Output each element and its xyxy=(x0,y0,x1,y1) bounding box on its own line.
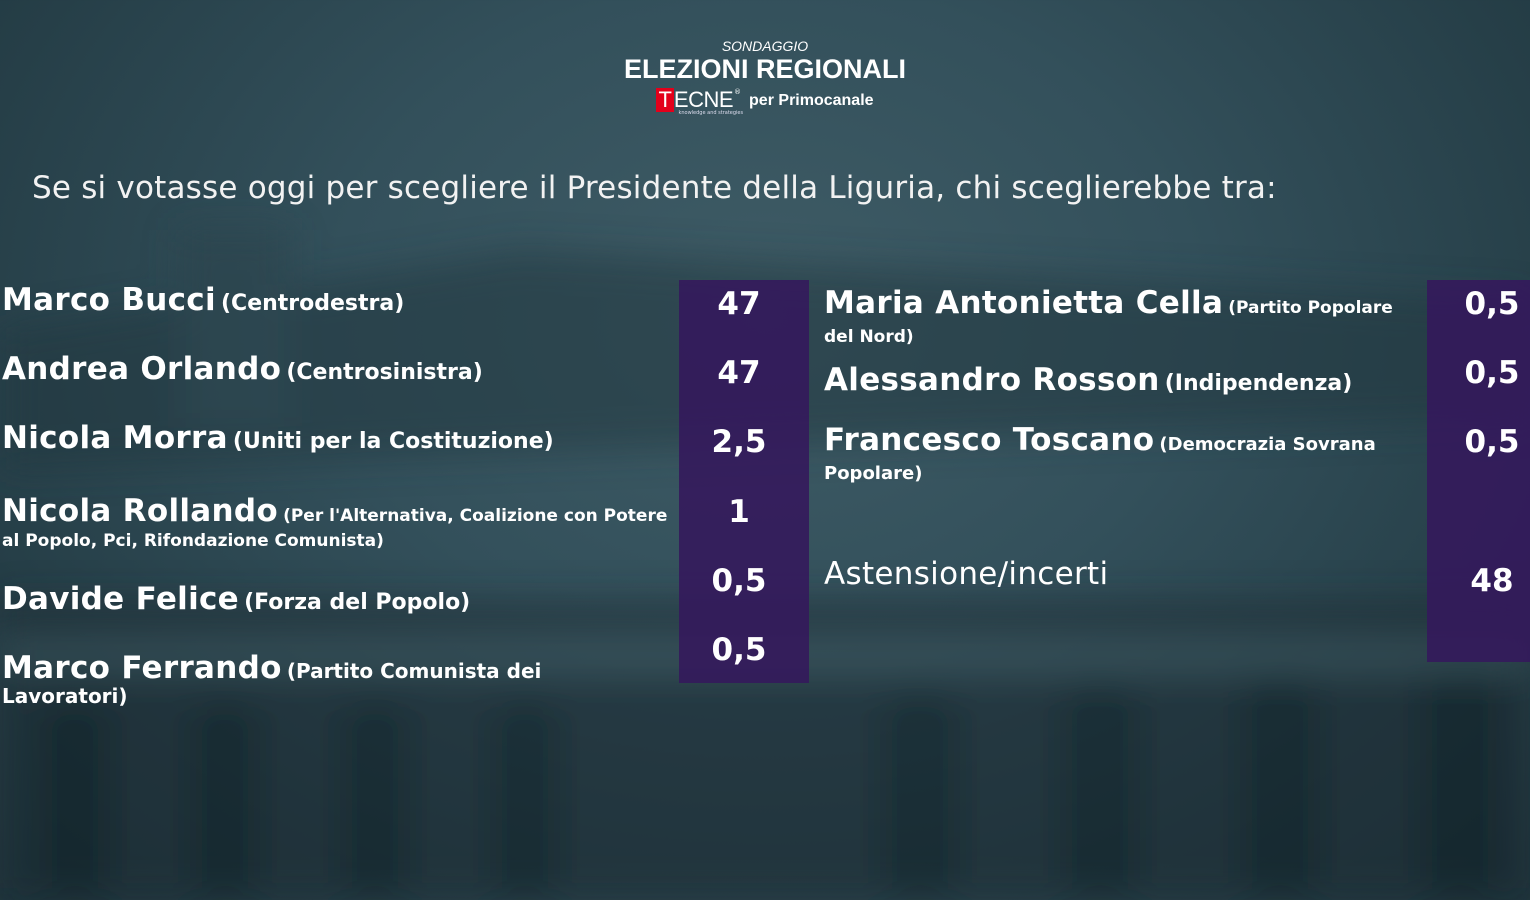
candidate-row: Davide Felice (Forza del Popolo) xyxy=(2,581,672,617)
right-value-column xyxy=(1427,280,1530,662)
brand-line: T ECNE ® knowledge and strategies per Pr… xyxy=(0,87,1530,116)
candidate-value: 48 xyxy=(1470,563,1514,599)
broadcaster-name: Primocanale xyxy=(778,92,874,109)
candidate-value: 2,5 xyxy=(711,424,767,460)
header: SONDAGGIO ELEZIONI REGIONALI T ECNE ® kn… xyxy=(0,38,1530,116)
candidate-value: 0,5 xyxy=(1464,286,1520,322)
candidate-name: Andrea Orlando xyxy=(2,351,282,387)
candidate-party: (Per l'Alternativa, Coalizione con Poter… xyxy=(2,506,668,551)
candidate-name: Astensione/incerti xyxy=(824,556,1109,592)
tecne-logo: T ECNE ® knowledge and strategies xyxy=(656,87,744,116)
candidate-value: 47 xyxy=(717,286,761,322)
candidate-name: Davide Felice xyxy=(2,581,239,617)
candidate-row: Andrea Orlando (Centrosinistra) xyxy=(2,351,672,387)
candidate-row: Maria Antonietta Cella (Partito Popolare… xyxy=(824,282,1414,350)
candidate-name: Nicola Morra xyxy=(2,420,228,456)
candidate-value: 0,5 xyxy=(711,632,767,668)
candidate-party: (Centrodestra) xyxy=(221,291,405,316)
candidate-value: 0,5 xyxy=(1464,355,1520,391)
header-kicker: SONDAGGIO xyxy=(721,38,809,54)
candidate-name: Maria Antonietta Cella xyxy=(824,285,1224,321)
candidate-row: Marco Bucci (Centrodestra) xyxy=(2,282,672,318)
candidate-name: Francesco Toscano xyxy=(824,422,1155,458)
candidate-row: Marco Ferrando (Partito Comunista dei La… xyxy=(2,650,672,707)
tecne-logo-tagline: knowledge and strategies xyxy=(678,110,744,116)
per-label: per xyxy=(749,92,774,109)
broadcaster-line: per Primocanale xyxy=(749,92,874,110)
left-value-column xyxy=(679,280,809,683)
candidate-value: 47 xyxy=(717,355,761,391)
candidate-name: Nicola Rollando xyxy=(2,493,278,529)
candidate-value: 1 xyxy=(728,494,750,530)
candidate-name: Marco Ferrando xyxy=(2,650,282,686)
candidate-party: (Forza del Popolo) xyxy=(244,590,471,615)
candidate-value: 0,5 xyxy=(1464,424,1520,460)
candidate-row: Astensione/incerti xyxy=(824,556,1414,592)
tecne-logo-mark: ® xyxy=(734,88,742,96)
candidate-row: Francesco Toscano (Democrazia Sovrana Po… xyxy=(824,420,1414,488)
candidate-row: Alessandro Rosson (Indipendenza) xyxy=(824,362,1414,398)
candidate-party: (Partito Popolare del Nord) xyxy=(824,298,1393,347)
candidate-party: (Indipendenza) xyxy=(1164,371,1353,396)
tecne-logo-rest: ECNE xyxy=(673,87,734,112)
poll-question: Se si votasse oggi per scegliere il Pres… xyxy=(32,170,1277,206)
candidate-row: Nicola Rollando (Per l'Alternativa, Coal… xyxy=(2,492,672,552)
candidate-party: (Uniti per la Costituzione) xyxy=(232,429,554,454)
candidate-name: Alessandro Rosson xyxy=(824,362,1160,398)
candidate-party: (Partito Comunista dei Lavoratori) xyxy=(2,659,542,708)
candidate-row: Nicola Morra (Uniti per la Costituzione) xyxy=(2,420,672,456)
candidate-value: 0,5 xyxy=(711,563,767,599)
header-title: ELEZIONI REGIONALI xyxy=(623,54,906,84)
candidate-party: (Centrosinistra) xyxy=(286,360,483,385)
candidate-name: Marco Bucci xyxy=(2,282,216,318)
candidate-party: (Democrazia Sovrana Popolare) xyxy=(824,434,1376,484)
tecne-logo-initial: T xyxy=(656,87,674,112)
